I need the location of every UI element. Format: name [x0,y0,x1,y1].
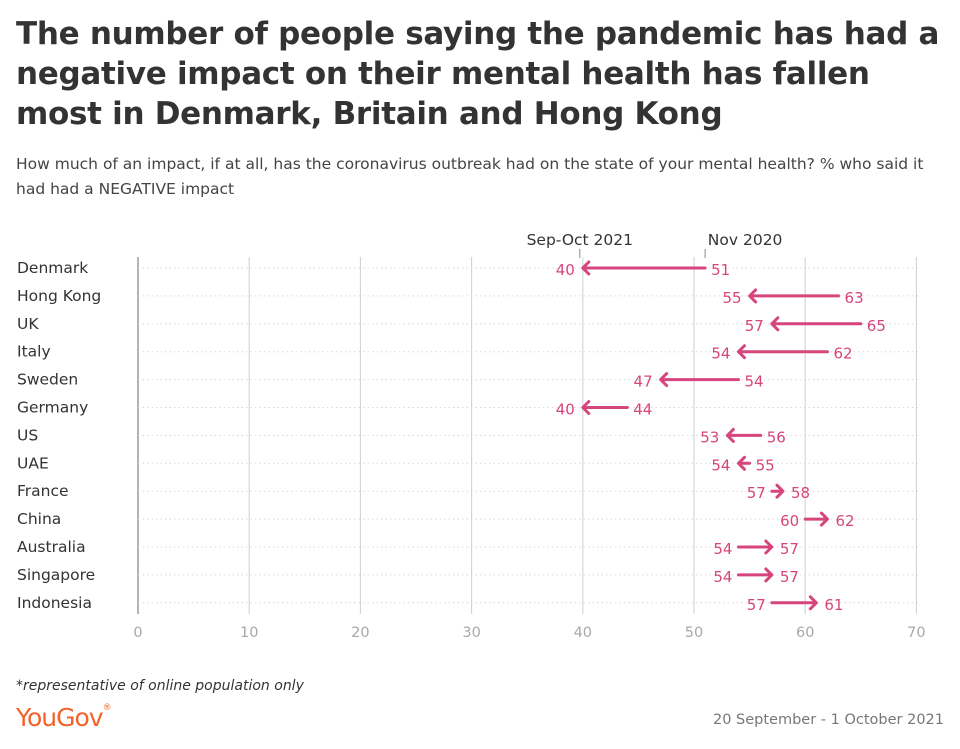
arrow-head [725,427,735,443]
value-label-nov-2020: 65 [867,317,886,335]
chart-title: The number of people saying the pandemic… [16,16,940,132]
category-label: UAE [17,454,49,472]
value-label-sep-oct-2021: 54 [711,345,730,363]
x-tick-label: 10 [240,625,258,641]
x-tick-label: 0 [133,625,142,641]
category-label: Denmark [17,259,88,277]
category-label: Italy [17,343,51,361]
arrow-head [808,595,818,611]
value-label-sep-oct-2021: 57 [780,568,799,586]
arrow-head [764,567,774,583]
value-label-sep-oct-2021: 40 [556,401,575,419]
footnote: *representative of online population onl… [16,678,304,694]
yougov-logo: YouGov® [16,703,112,732]
x-tick-label: 50 [685,625,703,641]
arrow-head [736,455,746,471]
value-label-nov-2020: 44 [633,401,652,419]
arrow-head [748,288,758,304]
x-tick-label: 30 [462,625,480,641]
value-label-sep-oct-2021: 58 [791,484,810,502]
category-label: China [17,510,61,528]
value-label-nov-2020: 54 [744,373,763,391]
value-label-nov-2020: 54 [713,568,732,586]
category-label: Singapore [17,566,95,584]
category-label: UK [17,315,39,333]
category-label: France [17,482,69,500]
category-label: Australia [17,538,86,556]
x-tick-label: 70 [907,625,925,641]
arrow-head [581,400,591,415]
category-label: Indonesia [17,594,92,612]
value-label-nov-2020: 56 [767,428,786,446]
x-tick-label: 40 [574,625,592,641]
value-label-sep-oct-2021: 61 [824,596,843,614]
legend-label-sep-oct-2021: Sep-Oct 2021 [527,231,633,249]
arrow-head [770,316,780,332]
arrow-head [764,539,774,555]
x-tick-label: 60 [796,625,814,641]
value-label-sep-oct-2021: 55 [723,289,742,307]
value-label-nov-2020: 55 [756,456,775,474]
chart-subtitle: How much of an impact, if at all, has th… [16,155,924,198]
value-label-nov-2020: 57 [747,596,766,614]
arrow-head [581,260,591,276]
x-tick-label: 20 [351,625,369,641]
arrow-head [819,511,829,527]
logo-text: YouGov [16,703,104,732]
arrow-head [659,372,669,388]
value-label-sep-oct-2021: 54 [711,456,730,474]
value-label-sep-oct-2021: 53 [700,428,719,446]
value-label-sep-oct-2021: 40 [556,261,575,279]
value-label-nov-2020: 57 [747,484,766,502]
arrow-head [775,483,785,499]
value-label-sep-oct-2021: 62 [835,512,854,530]
value-label-nov-2020: 54 [713,540,732,558]
category-label: US [17,426,38,444]
arrow-head [736,344,746,360]
category-label: Germany [17,399,88,417]
legend-label-nov-2020: Nov 2020 [708,231,783,249]
value-label-nov-2020: 62 [833,345,852,363]
value-label-nov-2020: 60 [780,512,799,530]
value-label-sep-oct-2021: 57 [745,317,764,335]
date-range: 20 September - 1 October 2021 [712,712,944,728]
value-label-nov-2020: 51 [711,261,730,279]
category-label: Hong Kong [17,287,101,305]
value-label-sep-oct-2021: 57 [780,540,799,558]
category-label: Sweden [17,371,78,389]
value-label-nov-2020: 63 [845,289,864,307]
value-label-sep-oct-2021: 47 [634,373,653,391]
